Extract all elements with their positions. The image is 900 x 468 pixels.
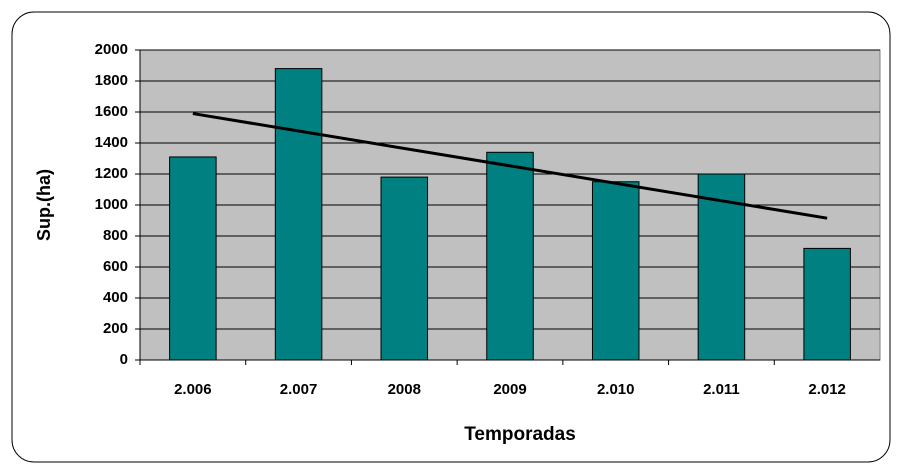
bar <box>274 68 323 361</box>
x-tick-label: 2009 <box>493 381 526 398</box>
x-tick-label: 2.007 <box>280 381 318 398</box>
y-tick-label: 1000 <box>95 196 128 213</box>
bar <box>169 156 217 361</box>
y-tick-label: 1600 <box>95 103 128 120</box>
y-tick-label: 1800 <box>95 72 128 89</box>
y-tick-label: 800 <box>103 227 128 244</box>
bar <box>380 176 429 361</box>
y-tick-label: 0 <box>120 351 128 368</box>
x-tick-label: 2.010 <box>597 381 635 398</box>
x-axis-title: Temporadas <box>464 424 576 445</box>
y-tick-label: 600 <box>103 258 128 275</box>
x-tick-label: 2.011 <box>703 381 740 398</box>
bar <box>486 151 534 361</box>
y-tick-label: 2000 <box>95 41 128 58</box>
y-tick-label: 1200 <box>95 165 128 182</box>
bar <box>591 181 640 361</box>
trendline <box>192 112 828 220</box>
x-tick-label: 2.012 <box>808 381 846 398</box>
bar <box>803 247 851 361</box>
bar <box>697 173 746 361</box>
x-tick-label: 2.006 <box>174 381 212 398</box>
x-tick-label: 2008 <box>388 381 421 398</box>
y-tick-label: 1400 <box>95 134 128 151</box>
y-tick-label: 200 <box>103 320 128 337</box>
y-axis-title: Sup.(ha) <box>34 169 54 241</box>
y-tick-label: 400 <box>103 289 128 306</box>
